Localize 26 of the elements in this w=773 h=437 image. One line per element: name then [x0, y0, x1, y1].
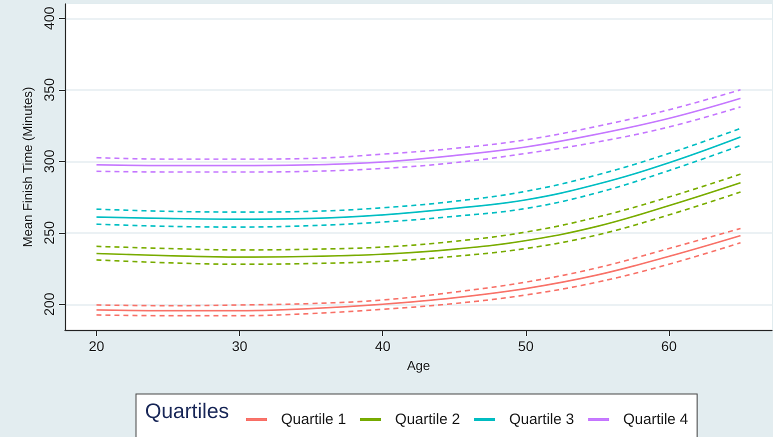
line-series [96, 173, 742, 251]
legend-label: Quartile 2 [395, 411, 460, 428]
y-tick-label: 200 [41, 292, 57, 316]
line-series [96, 182, 742, 258]
line-series [96, 136, 742, 220]
legend-label: Quartile 1 [281, 411, 346, 428]
line-series [96, 191, 742, 266]
legend-title: Quartiles [145, 400, 230, 423]
legend-label: Quartile 3 [509, 411, 574, 428]
line-series [96, 144, 742, 228]
line-series [96, 98, 742, 166]
line-series [96, 128, 742, 213]
x-tick-label: 40 [374, 338, 391, 354]
y-tick-label: 250 [41, 220, 57, 244]
y-axis-title: Mean Finish Time (Minutes) [20, 86, 36, 248]
legend-label: Quartile 4 [623, 411, 688, 428]
x-tick-label: 30 [232, 338, 248, 354]
y-tick-label: 350 [41, 78, 57, 102]
x-tick-label: 50 [518, 338, 534, 354]
y-tick-label: 400 [41, 6, 57, 30]
x-tick-label: 60 [661, 338, 677, 354]
line-series [96, 88, 742, 160]
x-tick-label: 20 [88, 338, 104, 354]
x-axis-title: Age [406, 358, 430, 373]
line-series [96, 106, 742, 173]
y-tick-label: 300 [41, 149, 57, 173]
